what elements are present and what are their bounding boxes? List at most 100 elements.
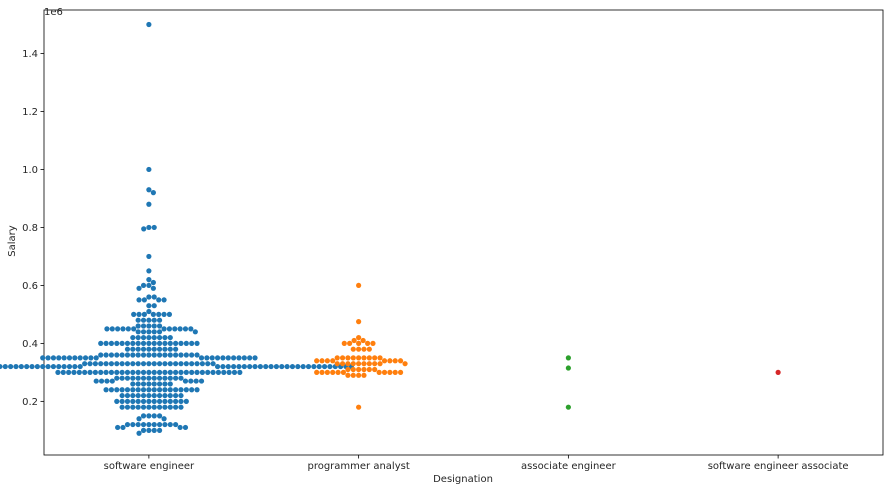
data-point [167, 404, 173, 410]
data-point [173, 361, 179, 367]
data-point [146, 303, 152, 309]
data-point [146, 375, 152, 381]
data-point [361, 361, 367, 367]
data-point [215, 369, 222, 375]
data-point [135, 392, 141, 399]
x-tick-label: associate engineer [521, 461, 617, 472]
data-point [316, 363, 322, 370]
data-point [135, 387, 141, 393]
data-point [124, 404, 131, 410]
data-point [162, 398, 168, 404]
data-point [130, 421, 136, 428]
data-point [146, 277, 152, 283]
data-point [345, 355, 351, 361]
data-point [103, 387, 109, 393]
data-point [40, 355, 46, 361]
data-point [146, 352, 152, 358]
data-point [82, 369, 88, 375]
data-point [130, 352, 136, 358]
data-point [151, 369, 157, 375]
data-point [135, 346, 141, 352]
data-point [140, 346, 147, 352]
data-point [183, 387, 189, 393]
data-point [135, 404, 141, 410]
data-point [150, 190, 156, 196]
data-point [146, 308, 152, 315]
data-point [319, 358, 325, 364]
data-point [156, 404, 163, 410]
data-point [119, 369, 125, 375]
data-point [135, 369, 141, 375]
data-point [76, 369, 82, 375]
data-point [161, 297, 167, 303]
data-point [146, 413, 152, 419]
data-point [198, 378, 205, 384]
data-point [92, 361, 98, 367]
y-tick-label: 1.4 [22, 49, 38, 60]
data-point [565, 404, 571, 410]
data-point [156, 346, 163, 352]
data-point [193, 378, 199, 384]
data-point [151, 361, 157, 367]
data-point [18, 363, 24, 370]
data-point [166, 311, 173, 317]
data-point [366, 355, 372, 361]
data-point [124, 398, 131, 404]
data-point [199, 361, 205, 367]
data-point [167, 398, 173, 404]
data-point [173, 398, 179, 404]
data-point [252, 363, 258, 370]
data-point [167, 361, 173, 367]
data-point [114, 398, 120, 404]
data-point [119, 404, 125, 410]
data-point [381, 369, 388, 375]
data-point [182, 378, 189, 384]
data-point [279, 363, 285, 370]
y-tick-label: 0.4 [22, 339, 38, 350]
data-point [377, 355, 383, 361]
data-point [141, 226, 147, 232]
data-point [146, 166, 152, 173]
data-point [146, 427, 152, 433]
data-point [156, 369, 163, 375]
data-point [173, 369, 179, 375]
data-point [151, 303, 157, 309]
data-point [162, 334, 168, 341]
data-point [130, 375, 136, 381]
x-axis-label: Designation [433, 474, 493, 485]
data-point [140, 392, 147, 399]
data-point [82, 355, 89, 361]
data-point [372, 366, 378, 373]
data-point [210, 361, 216, 367]
data-point [167, 340, 173, 346]
data-point [231, 363, 237, 370]
data-point [125, 326, 131, 332]
data-point [198, 355, 205, 361]
data-point [156, 311, 162, 317]
data-point [146, 224, 152, 231]
data-point [173, 392, 179, 399]
data-point [189, 352, 195, 358]
data-point [775, 369, 781, 375]
data-point [61, 363, 67, 370]
data-point [130, 340, 136, 346]
data-point [161, 326, 167, 332]
data-point [156, 317, 163, 323]
data-point [189, 361, 195, 367]
data-point [189, 369, 195, 375]
data-point [173, 352, 179, 358]
data-point [156, 387, 163, 393]
data-point [119, 375, 125, 381]
data-point [392, 369, 398, 375]
data-point [366, 366, 372, 373]
data-point [151, 323, 157, 329]
data-point [103, 361, 109, 367]
data-point [161, 416, 167, 422]
data-point [372, 355, 378, 361]
data-point [167, 375, 173, 381]
data-point [166, 326, 173, 332]
data-point [146, 404, 152, 410]
data-point [130, 369, 136, 375]
data-point [167, 387, 173, 393]
